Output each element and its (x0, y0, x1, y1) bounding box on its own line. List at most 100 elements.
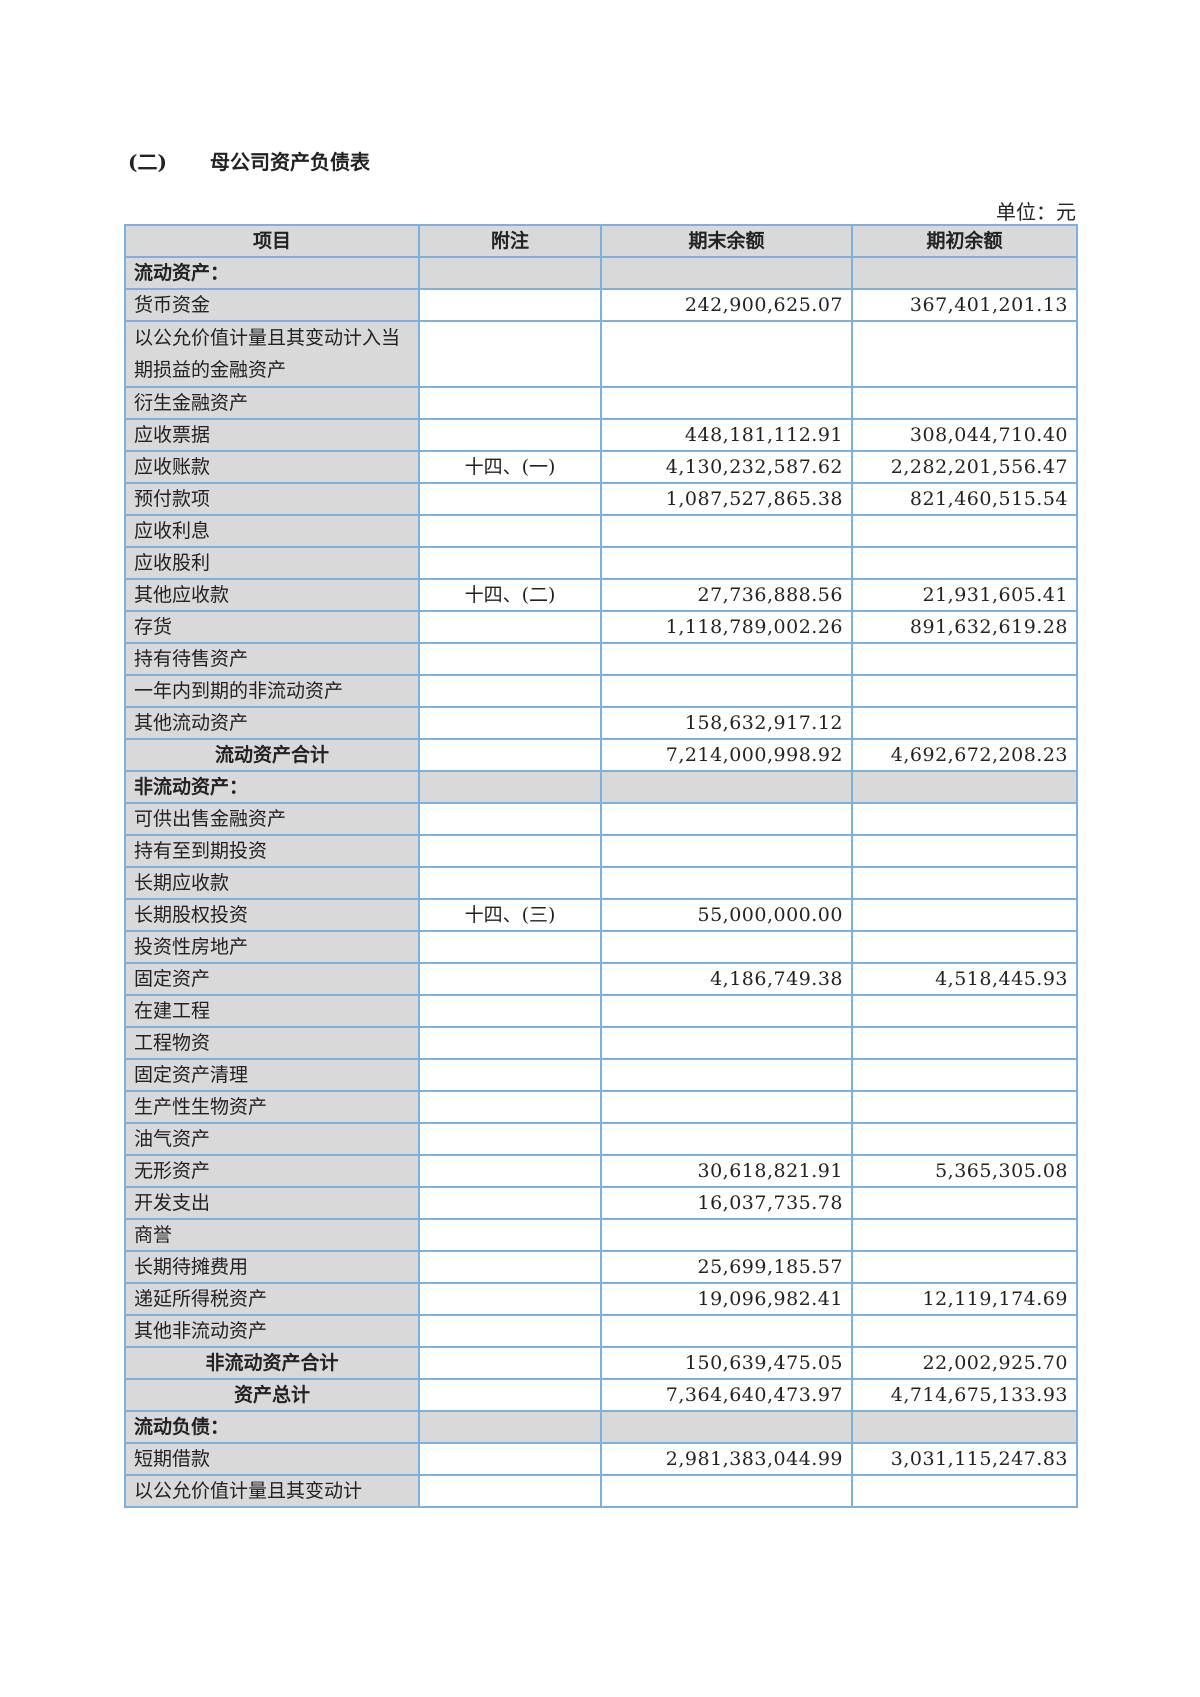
end-balance-cell (600, 320, 853, 388)
item-cell: 应收利息 (124, 514, 420, 548)
note-cell (418, 1378, 602, 1412)
begin-balance-cell (851, 1122, 1078, 1156)
note-cell (418, 834, 602, 868)
note-cell (418, 1218, 602, 1252)
item-cell: 其他流动资产 (124, 706, 420, 740)
table-row: 一年内到期的非流动资产 (124, 674, 1078, 708)
section-number: (二) (128, 150, 167, 174)
table-row: 应收账款 十四、(一) 4,130,232,587.62 2,282,201,556.… (124, 450, 1078, 484)
table-row: 存货 1,118,789,002.26 891,632,619.28 (124, 610, 1078, 644)
item-cell: 开发支出 (124, 1186, 420, 1220)
item-cell: 以公允价值计量且其变动计 (124, 1474, 420, 1508)
end-balance-cell: 25,699,185.57 (600, 1250, 853, 1284)
note-cell (418, 610, 602, 644)
section-title-text: 母公司资产负债表 (210, 150, 370, 174)
table-row: 递延所得税资产 19,096,982.41 12,119,174.69 (124, 1282, 1078, 1316)
column-header-item: 项目 (124, 224, 420, 258)
note-cell (418, 386, 602, 420)
begin-balance-cell: 821,460,515.54 (851, 482, 1078, 516)
end-balance-cell (600, 834, 853, 868)
begin-balance-cell (851, 1410, 1078, 1444)
total-row: 非流动资产合计 150,639,475.05 22,002,925.70 (124, 1346, 1078, 1380)
end-balance-cell: 55,000,000.00 (600, 898, 853, 932)
begin-balance-cell (851, 1090, 1078, 1124)
end-balance-cell (600, 674, 853, 708)
end-balance-cell (600, 1122, 853, 1156)
end-balance-cell (600, 642, 853, 676)
note-cell (418, 1474, 602, 1508)
item-cell: 流动资产合计 (124, 738, 420, 772)
note-cell: 十四、(二) (418, 578, 602, 612)
table-row: 持有至到期投资 (124, 834, 1078, 868)
begin-balance-cell (851, 898, 1078, 932)
item-cell: 油气资产 (124, 1122, 420, 1156)
item-cell: 非流动资产合计 (124, 1346, 420, 1380)
begin-balance-cell (851, 1250, 1078, 1284)
end-balance-cell: 1,087,527,865.38 (600, 482, 853, 516)
item-cell: 无形资产 (124, 1154, 420, 1188)
note-cell (418, 1154, 602, 1188)
end-balance-cell: 2,981,383,044.99 (600, 1442, 853, 1476)
begin-balance-cell (851, 674, 1078, 708)
begin-balance-cell (851, 1474, 1078, 1508)
end-balance-cell (600, 514, 853, 548)
item-cell: 持有至到期投资 (124, 834, 420, 868)
total-row: 资产总计 7,364,640,473.97 4,714,675,133.93 (124, 1378, 1078, 1412)
end-balance-cell (600, 994, 853, 1028)
note-cell (418, 802, 602, 836)
end-balance-cell (600, 1314, 853, 1348)
note-cell (418, 1314, 602, 1348)
end-balance-cell (600, 256, 853, 290)
item-cell: 工程物资 (124, 1026, 420, 1060)
note-cell (418, 1410, 602, 1444)
table-row: 其他流动资产 158,632,917.12 (124, 706, 1078, 740)
end-balance-cell: 7,364,640,473.97 (600, 1378, 853, 1412)
item-cell: 存货 (124, 610, 420, 644)
begin-balance-cell (851, 1058, 1078, 1092)
total-row: 流动资产合计 7,214,000,998.92 4,692,672,208.23 (124, 738, 1078, 772)
end-balance-cell: 27,736,888.56 (600, 578, 853, 612)
table-row: 在建工程 (124, 994, 1078, 1028)
item-cell: 长期股权投资 (124, 898, 420, 932)
begin-balance-cell (851, 1186, 1078, 1220)
note-cell (418, 642, 602, 676)
end-balance-cell: 16,037,735.78 (600, 1186, 853, 1220)
item-cell: 生产性生物资产 (124, 1090, 420, 1124)
end-balance-cell: 4,186,749.38 (600, 962, 853, 996)
table-row: 工程物资 (124, 1026, 1078, 1060)
end-balance-cell: 242,900,625.07 (600, 288, 853, 322)
item-cell: 持有待售资产 (124, 642, 420, 676)
table-row: 以公允价值计量且其变动计入当期损益的金融资产 (124, 320, 1078, 388)
begin-balance-cell (851, 834, 1078, 868)
item-cell: 以公允价值计量且其变动计入当期损益的金融资产 (124, 320, 420, 388)
begin-balance-cell (851, 386, 1078, 420)
end-balance-cell: 4,130,232,587.62 (600, 450, 853, 484)
unit-label: 单位：元 (996, 200, 1076, 224)
note-cell (418, 962, 602, 996)
table-row: 预付款项 1,087,527,865.38 821,460,515.54 (124, 482, 1078, 516)
column-header-begin-balance: 期初余额 (851, 224, 1078, 258)
note-cell (418, 288, 602, 322)
table-row: 应收票据 448,181,112.91 308,044,710.40 (124, 418, 1078, 452)
item-cell: 一年内到期的非流动资产 (124, 674, 420, 708)
item-cell: 投资性房地产 (124, 930, 420, 964)
item-cell: 长期应收款 (124, 866, 420, 900)
note-cell (418, 1186, 602, 1220)
end-balance-cell: 448,181,112.91 (600, 418, 853, 452)
item-cell: 其他非流动资产 (124, 1314, 420, 1348)
item-cell: 商誉 (124, 1218, 420, 1252)
end-balance-cell (600, 1058, 853, 1092)
item-cell: 衍生金融资产 (124, 386, 420, 420)
note-cell (418, 1026, 602, 1060)
end-balance-cell (600, 546, 853, 580)
end-balance-cell (600, 1218, 853, 1252)
item-cell: 资产总计 (124, 1378, 420, 1412)
section-title: (二) 母公司资产负债表 (128, 146, 370, 175)
end-balance-cell: 158,632,917.12 (600, 706, 853, 740)
item-cell: 应收股利 (124, 546, 420, 580)
table-row: 油气资产 (124, 1122, 1078, 1156)
table-row: 应收利息 (124, 514, 1078, 548)
item-cell: 固定资产清理 (124, 1058, 420, 1092)
note-cell (418, 1442, 602, 1476)
table-row: 可供出售金融资产 (124, 802, 1078, 836)
